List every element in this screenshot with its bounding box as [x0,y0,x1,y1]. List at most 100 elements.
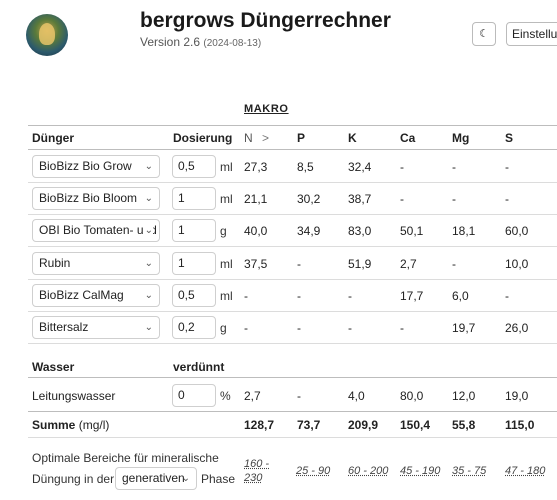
row-divider [28,343,557,344]
sum-s: 115,0 [505,418,535,432]
value-ca: 50,1 [400,224,424,238]
chevron-down-icon: ⌄ [181,473,190,484]
value-ca: - [400,160,404,174]
fertilizer-select[interactable]: BioBizz Bio Grow ⌄ [32,155,160,178]
dose-unit: ml [220,289,233,303]
fertilizer-select[interactable]: Bittersalz ⌄ [32,316,160,339]
chevron-down-icon: ⌄ [142,220,153,241]
value-ca: - [400,192,404,206]
value-k: 32,4 [348,160,372,174]
chevron-down-icon: ⌄ [144,290,153,301]
value-ca: 2,7 [400,257,417,271]
value-mg: 18,1 [452,224,476,238]
dose-input[interactable]: 0,5 [172,155,216,178]
range-s: 47 - 180 [505,465,546,477]
value-n: 21,1 [244,192,268,206]
water-header-divider [28,377,557,378]
value-k: - [348,289,352,303]
moon-icon: ☾ [479,28,489,40]
value-k: 38,7 [348,192,372,206]
value-mg: - [452,192,456,206]
value-p: - [297,257,301,271]
value-s: 10,0 [505,257,529,271]
chevron-down-icon: ⌄ [144,258,153,269]
col-header-k: K [348,131,357,145]
range-k: 60 - 200 [348,465,389,477]
range-ca: 45 - 190 [400,465,441,477]
sum-ca: 150,4 [400,418,431,432]
row-divider [28,182,557,183]
value-p: 34,9 [297,224,321,238]
chevron-right-icon: > [262,131,270,145]
value-n: 37,5 [244,257,268,271]
version-info: Version 2.6 (2024-08-13) [140,35,261,49]
version-date: (2024-08-13) [203,38,262,49]
fertilizer-select-value: BioBizz Bio Bloom [39,191,138,205]
value-ca: 17,7 [400,289,424,303]
col-header-mg: Mg [452,131,470,145]
value-k: 4,0 [348,389,365,403]
value-p: - [297,289,301,303]
col-header-n[interactable]: N > [244,131,269,145]
value-p: - [297,321,301,335]
sum-p: 73,7 [297,418,321,432]
dilution-input[interactable]: 0 [172,384,216,407]
phase-select[interactable]: generativen ⌄ [115,467,197,490]
header-bottom-divider [28,149,557,150]
fertilizer-select-value: Rubin [39,256,71,270]
sum-top-divider [28,411,557,412]
value-s: 60,0 [505,224,529,238]
value-k: 83,0 [348,224,372,238]
fertilizer-select-value: OBI Bio Tomaten- und [39,223,157,237]
avatar[interactable] [26,14,68,56]
value-n: - [244,321,248,335]
value-p: 30,2 [297,192,321,206]
sum-mg: 55,8 [452,418,476,432]
water-source-label: Leitungswasser [32,389,116,403]
value-s: - [505,160,509,174]
value-p: - [297,389,301,403]
phase-select-value: generativen [122,471,185,485]
makro-section-label[interactable]: MAKRO [244,103,289,115]
chevron-down-icon: ⌄ [144,193,153,204]
dose-unit: g [220,224,227,238]
dose-input[interactable]: 1 [172,252,216,275]
settings-button[interactable]: Einstellungen [506,22,557,46]
dose-unit: ml [220,192,233,206]
header-top-divider [28,125,557,126]
dose-input[interactable]: 1 [172,187,216,210]
range-n-line1: 160 - [244,458,270,470]
range-n-line2: 230 [244,472,263,484]
fertilizer-select[interactable]: BioBizz CalMag ⌄ [32,284,160,307]
dose-input[interactable]: 1 [172,219,216,242]
range-n: 160 - 230 [244,458,269,484]
value-mg: 12,0 [452,389,476,403]
fertilizer-select[interactable]: Rubin ⌄ [32,252,160,275]
value-n: 40,0 [244,224,268,238]
sum-unit: (mg/l) [78,418,110,432]
value-mg: 19,7 [452,321,476,335]
col-header-s: S [505,131,514,145]
fertilizer-select[interactable]: OBI Bio Tomaten- und ⌄ [32,219,160,242]
dose-input[interactable]: 0,5 [172,284,216,307]
fertilizer-select[interactable]: BioBizz Bio Bloom ⌄ [32,187,160,210]
phase-label: Phase [201,472,236,486]
value-s: 26,0 [505,321,529,335]
water-header: Wasser [32,360,75,374]
page-title: bergrows Düngerrechner [140,9,391,32]
value-mg: - [452,257,456,271]
dose-input[interactable]: 0,2 [172,316,216,339]
optimal-ranges-prefix: Düngung in der [32,472,115,486]
theme-toggle-button[interactable]: ☾ [472,22,496,46]
value-n: 27,3 [244,160,268,174]
dose-unit: ml [220,257,233,271]
col-header-ca: Ca [400,131,416,145]
version-label: Version 2.6 [140,35,201,49]
value-ca: 80,0 [400,389,424,403]
value-n: 2,7 [244,389,261,403]
chevron-down-icon: ⌄ [144,161,153,172]
sum-label-text: Summe [32,418,76,432]
row-divider [28,246,557,247]
dilution-unit: % [220,389,231,403]
value-s: 19,0 [505,389,529,403]
